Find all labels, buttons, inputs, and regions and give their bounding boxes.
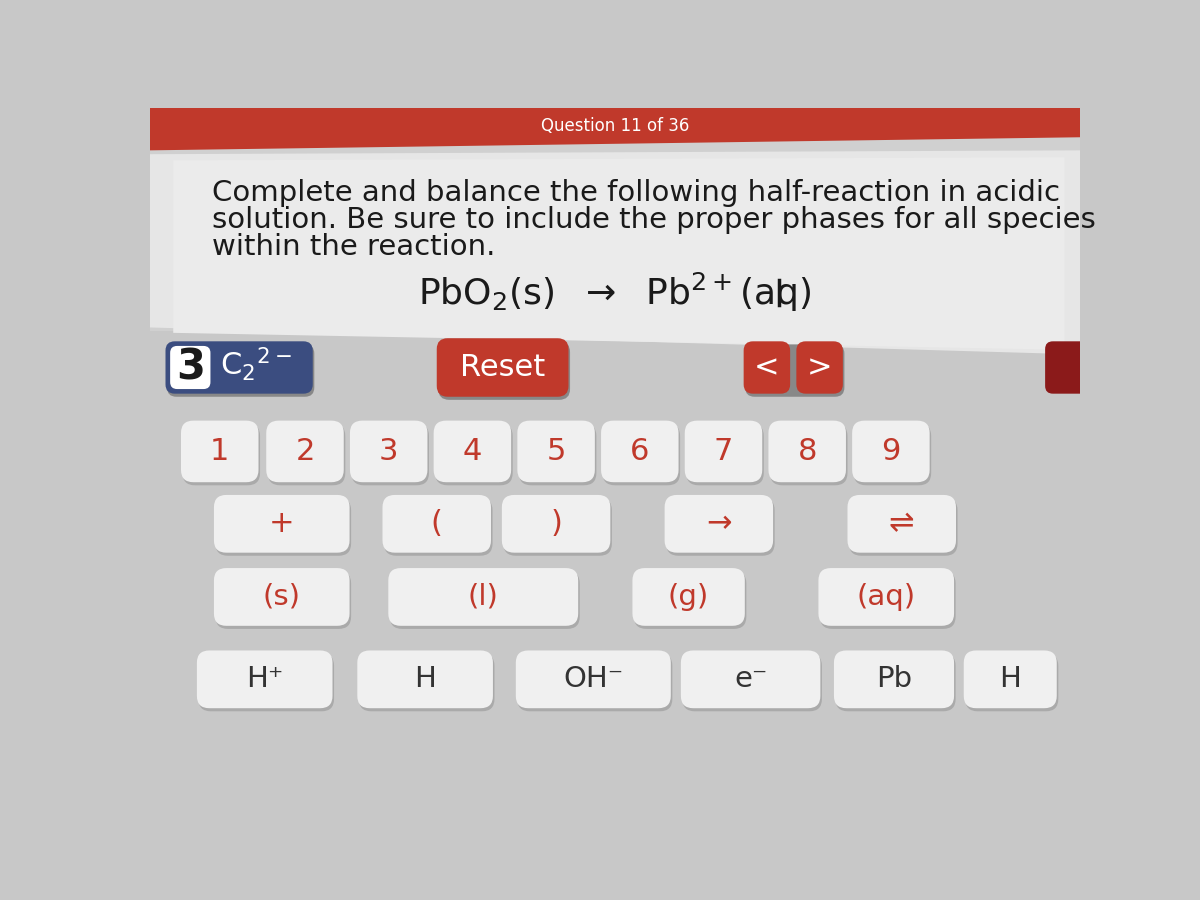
FancyBboxPatch shape [770,424,847,485]
FancyBboxPatch shape [390,572,580,629]
FancyBboxPatch shape [216,572,352,629]
FancyBboxPatch shape [216,498,352,556]
Text: (s): (s) [263,583,301,611]
Text: within the reaction.: within the reaction. [212,232,496,261]
FancyBboxPatch shape [268,424,346,485]
FancyBboxPatch shape [166,341,313,393]
FancyBboxPatch shape [634,572,746,629]
Text: 7: 7 [714,436,733,466]
FancyBboxPatch shape [683,653,822,711]
FancyBboxPatch shape [797,341,842,393]
FancyBboxPatch shape [744,341,790,393]
FancyBboxPatch shape [437,338,569,397]
Text: <: < [754,353,780,382]
Text: (: ( [431,509,443,538]
Text: Reset: Reset [460,353,545,382]
FancyBboxPatch shape [847,495,956,553]
Text: +: + [269,509,294,538]
FancyBboxPatch shape [818,568,954,625]
FancyBboxPatch shape [359,653,494,711]
FancyBboxPatch shape [436,424,512,485]
FancyBboxPatch shape [182,424,260,485]
Text: Pb: Pb [876,665,912,693]
Text: H⁺: H⁺ [246,665,283,693]
Text: C$_2$$^{2-}$: C$_2$$^{2-}$ [221,346,292,383]
FancyBboxPatch shape [438,341,570,400]
Text: (aq): (aq) [857,583,916,611]
FancyBboxPatch shape [852,420,930,482]
FancyBboxPatch shape [383,495,491,553]
FancyBboxPatch shape [965,653,1058,711]
FancyBboxPatch shape [198,653,334,711]
FancyBboxPatch shape [850,498,958,556]
Text: 4: 4 [463,436,482,466]
FancyBboxPatch shape [504,498,612,556]
FancyBboxPatch shape [214,495,349,553]
Text: PbO$_2$(s)  $\rightarrow$  Pb$^{2+}$(aq): PbO$_2$(s) $\rightarrow$ Pb$^{2+}$(aq) [419,271,811,314]
Text: OH⁻: OH⁻ [563,665,624,693]
Polygon shape [173,158,1064,350]
FancyBboxPatch shape [389,568,578,625]
Text: 2: 2 [295,436,314,466]
FancyBboxPatch shape [433,420,511,482]
FancyBboxPatch shape [685,420,762,482]
FancyBboxPatch shape [820,572,955,629]
Text: ): ) [550,509,562,538]
Text: solution. Be sure to include the proper phases for all species: solution. Be sure to include the proper … [212,205,1096,234]
FancyBboxPatch shape [170,346,210,389]
FancyBboxPatch shape [768,420,846,482]
FancyBboxPatch shape [686,424,764,485]
FancyBboxPatch shape [601,420,678,482]
FancyBboxPatch shape [517,653,672,711]
FancyBboxPatch shape [352,424,430,485]
FancyBboxPatch shape [181,420,258,482]
FancyBboxPatch shape [517,420,595,482]
FancyBboxPatch shape [266,420,343,482]
FancyBboxPatch shape [666,498,775,556]
FancyBboxPatch shape [150,331,1080,801]
Text: e⁻: e⁻ [734,665,767,693]
FancyBboxPatch shape [1045,341,1092,393]
FancyBboxPatch shape [197,651,332,708]
FancyBboxPatch shape [745,345,845,397]
Polygon shape [150,108,1080,150]
FancyBboxPatch shape [518,424,596,485]
FancyBboxPatch shape [516,651,671,708]
FancyBboxPatch shape [358,651,493,708]
FancyBboxPatch shape [834,651,954,708]
Text: ⇌: ⇌ [889,509,914,538]
FancyBboxPatch shape [665,495,773,553]
Text: Complete and balance the following half-reaction in acidic: Complete and balance the following half-… [212,179,1060,207]
Text: (l): (l) [468,583,499,611]
Text: 5: 5 [546,436,565,466]
FancyBboxPatch shape [964,651,1057,708]
FancyBboxPatch shape [350,420,427,482]
FancyBboxPatch shape [167,345,314,397]
Text: 9: 9 [881,436,900,466]
FancyBboxPatch shape [853,424,931,485]
FancyBboxPatch shape [835,653,955,711]
FancyBboxPatch shape [602,424,680,485]
Text: 8: 8 [798,436,817,466]
FancyBboxPatch shape [502,495,611,553]
Text: Question 11 of 36: Question 11 of 36 [541,117,689,135]
Text: H: H [414,665,436,693]
Text: 1: 1 [210,436,229,466]
Text: >: > [806,353,833,382]
Text: 3: 3 [379,436,398,466]
FancyBboxPatch shape [680,651,821,708]
Polygon shape [150,150,1080,355]
Text: 6: 6 [630,436,649,466]
Text: 3: 3 [176,346,205,389]
Text: (g): (g) [668,583,709,611]
FancyBboxPatch shape [632,568,745,625]
FancyBboxPatch shape [214,568,349,625]
Text: →: → [706,509,732,538]
Text: H: H [1000,665,1021,693]
FancyBboxPatch shape [150,108,1080,801]
FancyBboxPatch shape [384,498,492,556]
